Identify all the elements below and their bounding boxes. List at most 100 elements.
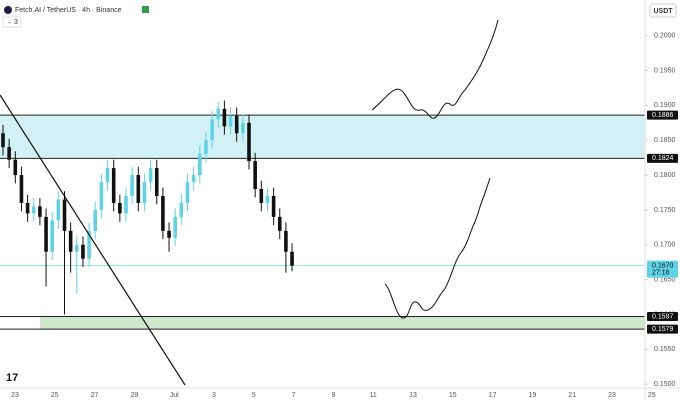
- indicator-count: 3: [14, 19, 18, 26]
- candle-body: [19, 175, 24, 203]
- price-label: 0.1579: [652, 326, 674, 333]
- candle-body: [185, 182, 190, 203]
- candle-body: [191, 175, 196, 183]
- y-tick-label: 0.2000: [654, 33, 676, 40]
- candle-body: [228, 115, 233, 127]
- y-tick-label: 0.1800: [654, 172, 676, 179]
- indicator-toggle[interactable]: [2, 16, 22, 28]
- candle-body: [173, 216, 177, 238]
- x-tick-label: 11: [370, 392, 377, 399]
- currency: USDT: [653, 8, 673, 15]
- last-price-label: 0.1670: [652, 263, 674, 270]
- x-tick-label: 25: [51, 392, 59, 399]
- candle-body: [130, 175, 134, 196]
- candle-body: [154, 168, 159, 196]
- x-tick-label: Jul: [170, 392, 179, 399]
- candle-body: [99, 182, 104, 210]
- candle-body: [25, 202, 30, 214]
- candle-body: [13, 159, 18, 176]
- tv-logo: 17: [6, 372, 18, 384]
- candle-body: [1, 133, 5, 148]
- x-tick-label: 21: [568, 392, 576, 399]
- price-label-box: [647, 324, 678, 334]
- x-tick-label: 13: [409, 392, 417, 399]
- x-tick-label: 7: [292, 392, 296, 399]
- candle-body: [210, 119, 214, 141]
- candle-body: [87, 230, 91, 259]
- candle-body: [222, 108, 227, 127]
- countdown: 27:16: [652, 270, 670, 277]
- price-label: 0.1886: [652, 112, 674, 119]
- projection-curve: [371, 19, 499, 119]
- candle-body: [44, 216, 48, 252]
- candle-body: [50, 220, 54, 252]
- candle-body: [81, 244, 85, 259]
- x-tick-label: 19: [529, 392, 537, 399]
- y-tick-label: 0.1900: [654, 102, 676, 109]
- candle-body: [7, 147, 11, 160]
- x-tick-label: 17: [489, 392, 497, 399]
- candle-body: [290, 251, 294, 266]
- y-tick-label: 0.1500: [654, 381, 676, 388]
- x-tick-label: 15: [449, 392, 457, 399]
- candle-body: [271, 195, 276, 217]
- zone: [0, 115, 645, 159]
- price-label: 0.1824: [652, 155, 674, 162]
- y-tick-label: 0.1650: [654, 276, 676, 283]
- currency-box[interactable]: [649, 3, 677, 18]
- candle-body: [31, 206, 36, 214]
- candle-body: [179, 202, 184, 217]
- candle-body: [93, 209, 98, 231]
- x-tick-label: 23: [11, 392, 19, 399]
- y-tick-label: 0.1850: [654, 137, 676, 144]
- candle-body: [142, 182, 147, 203]
- y-tick-label: 0.1950: [654, 67, 676, 74]
- candle-body: [241, 122, 245, 134]
- candle-body: [68, 230, 73, 252]
- price-label: 0.1597: [652, 313, 674, 320]
- candle-body: [167, 230, 171, 238]
- candle-body: [111, 168, 116, 203]
- zone: [40, 316, 645, 330]
- candle-body: [148, 168, 153, 183]
- price-label-box: [647, 153, 678, 163]
- candle-body: [56, 199, 61, 221]
- candle-body: [136, 175, 141, 203]
- candle-body: [277, 216, 282, 231]
- candle-body: [204, 140, 208, 155]
- x-tick-label: 9: [331, 392, 335, 399]
- x-tick-label: 23: [608, 392, 616, 399]
- y-tick-label: 0.1700: [654, 242, 676, 249]
- symbol-icon: [4, 6, 12, 14]
- y-tick-label: 0.1550: [654, 346, 676, 353]
- price-label-box: [647, 110, 678, 120]
- last-price-box: [647, 260, 678, 278]
- candle-body: [75, 244, 79, 252]
- candle-body: [38, 206, 42, 217]
- candle-body: [253, 161, 257, 190]
- candle-body: [265, 195, 270, 203]
- candle-body: [259, 189, 264, 203]
- candle-body: [234, 115, 239, 134]
- candle-body: [247, 122, 251, 162]
- x-tick-label: 29: [131, 392, 139, 399]
- chart-title: Fetch.AI / TetherUS · 4h · Binance: [15, 7, 122, 14]
- x-tick-label: 27: [91, 392, 99, 399]
- indicator-chevron: ⌄: [7, 20, 12, 26]
- candle-body: [198, 154, 202, 176]
- trend-line: [0, 94, 186, 386]
- candle-body: [124, 195, 128, 214]
- projection-curve: [384, 177, 491, 319]
- candle-body: [216, 108, 221, 120]
- x-tick-label: 3: [212, 392, 216, 399]
- candle-body: [161, 195, 165, 231]
- y-tick-label: 0.1750: [654, 207, 676, 214]
- candle-body: [105, 168, 110, 183]
- x-tick-label: 5: [252, 392, 256, 399]
- candle-body: [118, 202, 122, 214]
- price-label-box: [647, 312, 678, 322]
- candle-body: [62, 199, 67, 231]
- status-icon: [142, 6, 149, 13]
- x-tick-label: 25: [648, 392, 656, 399]
